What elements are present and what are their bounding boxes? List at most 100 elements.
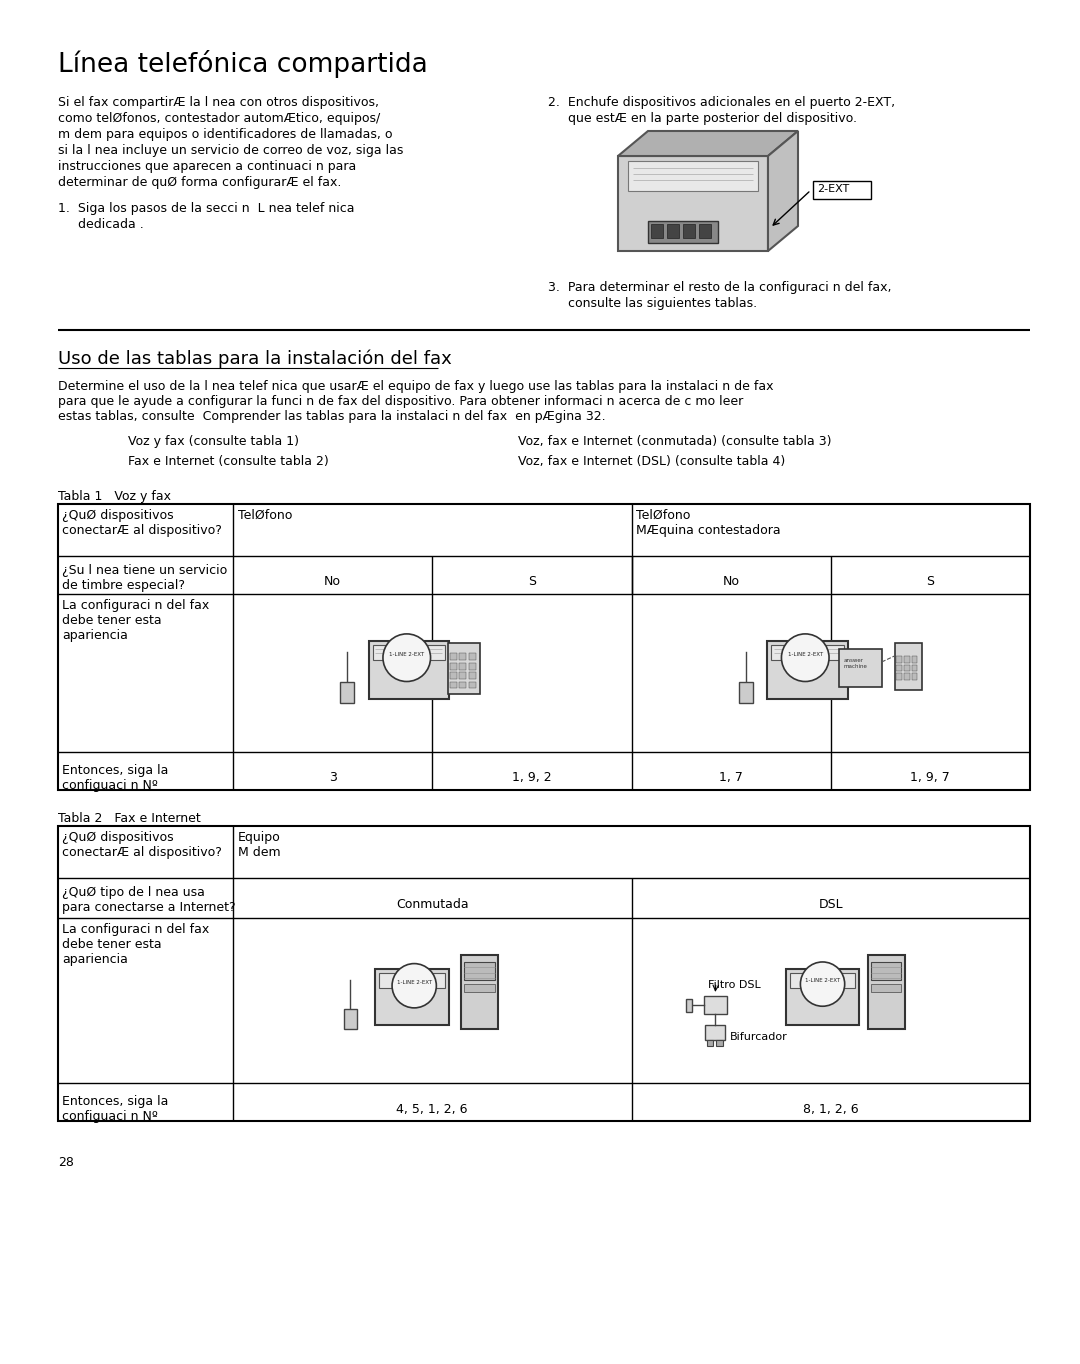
Bar: [459, 653, 467, 660]
Bar: [469, 653, 475, 660]
Bar: [461, 955, 498, 1030]
Bar: [912, 672, 917, 679]
Bar: [58, 827, 1030, 1121]
Text: estas tablas, consulte  Comprender las tablas para la instalaci n del fax  en pÆ: estas tablas, consulte Comprender las ta…: [58, 411, 606, 423]
Text: 8, 1, 2, 6: 8, 1, 2, 6: [802, 1103, 859, 1116]
Text: ¿QuØ tipo de l nea usa
para conectarse a Internet?: ¿QuØ tipo de l nea usa para conectarse a…: [62, 887, 235, 914]
Bar: [464, 983, 495, 992]
Bar: [469, 653, 475, 660]
Bar: [648, 221, 718, 243]
Bar: [896, 672, 902, 679]
Bar: [469, 672, 475, 679]
Text: para que le ayude a configurar la funci n de fax del dispositivo. Para obtener i: para que le ayude a configurar la funci …: [58, 396, 743, 408]
Bar: [469, 663, 475, 670]
Text: TelØfono
MÆquina contestadora: TelØfono MÆquina contestadora: [636, 509, 781, 537]
Text: Voz, fax e Internet (conmutada) (consulte tabla 3): Voz, fax e Internet (conmutada) (consult…: [518, 435, 832, 447]
Bar: [716, 1039, 723, 1046]
Text: instrucciones que aparecen a continuaci n para: instrucciones que aparecen a continuaci …: [58, 160, 356, 173]
Text: Voz, fax e Internet (DSL) (consulte tabla 4): Voz, fax e Internet (DSL) (consulte tabl…: [518, 456, 785, 468]
Bar: [867, 955, 905, 1030]
Bar: [789, 974, 855, 988]
Bar: [767, 641, 848, 698]
Text: Si el fax compartirÆ la l nea con otros dispositivos,: Si el fax compartirÆ la l nea con otros …: [58, 95, 379, 109]
Bar: [894, 644, 921, 690]
Bar: [794, 656, 802, 668]
Bar: [404, 983, 411, 996]
Text: 1, 7: 1, 7: [719, 771, 743, 784]
Bar: [896, 656, 902, 663]
Bar: [912, 664, 917, 671]
Bar: [870, 983, 902, 992]
Bar: [896, 664, 902, 671]
Bar: [785, 970, 860, 1026]
Text: que estÆ en la parte posterior del dispositivo.: que estÆ en la parte posterior del dispo…: [548, 112, 858, 125]
Bar: [450, 663, 457, 670]
Text: No: No: [324, 576, 341, 588]
Bar: [705, 1026, 725, 1039]
Bar: [409, 656, 418, 668]
Bar: [704, 996, 727, 1015]
Bar: [58, 505, 1030, 790]
Bar: [459, 672, 467, 679]
Bar: [58, 827, 1030, 1121]
Text: La configuraci n del fax
debe tener esta
apariencia: La configuraci n del fax debe tener esta…: [62, 599, 210, 642]
Bar: [450, 682, 457, 689]
Bar: [450, 672, 457, 679]
Text: 1-LINE 2-EXT: 1-LINE 2-EXT: [396, 979, 432, 985]
Text: 2.  Enchufe dispositivos adicionales en el puerto 2-EXT,: 2. Enchufe dispositivos adicionales en e…: [548, 95, 895, 109]
Bar: [667, 224, 679, 237]
Bar: [459, 653, 467, 660]
Text: 1, 9, 2: 1, 9, 2: [512, 771, 552, 784]
Bar: [395, 656, 404, 668]
Bar: [379, 974, 445, 988]
Bar: [450, 653, 457, 660]
Text: m dem para equipos o identificadores de llamadas, o: m dem para equipos o identificadores de …: [58, 128, 392, 140]
Bar: [912, 664, 917, 671]
Bar: [912, 656, 917, 663]
Circle shape: [782, 634, 829, 682]
Text: 3: 3: [328, 771, 337, 784]
Bar: [870, 962, 902, 979]
Bar: [459, 682, 467, 689]
Bar: [450, 682, 457, 689]
Bar: [464, 962, 495, 979]
Bar: [447, 644, 480, 694]
Text: TelØfono: TelØfono: [238, 509, 293, 522]
Bar: [469, 682, 475, 689]
Text: si la l nea incluye un servicio de correo de voz, siga las: si la l nea incluye un servicio de corre…: [58, 145, 403, 157]
Text: Conmutada: Conmutada: [396, 898, 469, 911]
Text: Tabla 2   Fax e Internet: Tabla 2 Fax e Internet: [58, 812, 201, 825]
Bar: [683, 224, 696, 237]
Text: consulte las siguientes tablas.: consulte las siguientes tablas.: [548, 297, 757, 310]
Bar: [648, 221, 718, 243]
Text: Equipo
M dem: Equipo M dem: [238, 831, 281, 859]
Bar: [667, 224, 679, 237]
Bar: [789, 974, 855, 988]
Bar: [904, 664, 909, 671]
Text: Línea telefónica compartida: Línea telefónica compartida: [58, 50, 428, 78]
Bar: [450, 653, 457, 660]
Bar: [912, 672, 917, 679]
Polygon shape: [618, 131, 798, 155]
Text: determinar de quØ forma configurarÆ el fax.: determinar de quØ forma configurarÆ el f…: [58, 176, 341, 190]
Bar: [469, 663, 475, 670]
Bar: [459, 663, 467, 670]
Bar: [870, 962, 902, 979]
Bar: [785, 970, 860, 1026]
Bar: [896, 672, 902, 679]
Text: Uso de las tablas para la instalación del fax: Uso de las tablas para la instalación de…: [58, 351, 451, 368]
Text: S: S: [528, 576, 536, 588]
Bar: [450, 663, 457, 670]
Bar: [699, 224, 711, 237]
Bar: [904, 656, 909, 663]
Text: 1, 9, 7: 1, 9, 7: [910, 771, 950, 784]
Bar: [340, 682, 354, 702]
Bar: [450, 672, 457, 679]
Bar: [896, 656, 902, 663]
Bar: [683, 224, 696, 237]
Bar: [699, 224, 711, 237]
Bar: [704, 996, 727, 1015]
Text: 1-LINE 2-EXT: 1-LINE 2-EXT: [389, 652, 424, 656]
Text: Filtro DSL: Filtro DSL: [707, 979, 760, 990]
Bar: [618, 155, 768, 251]
